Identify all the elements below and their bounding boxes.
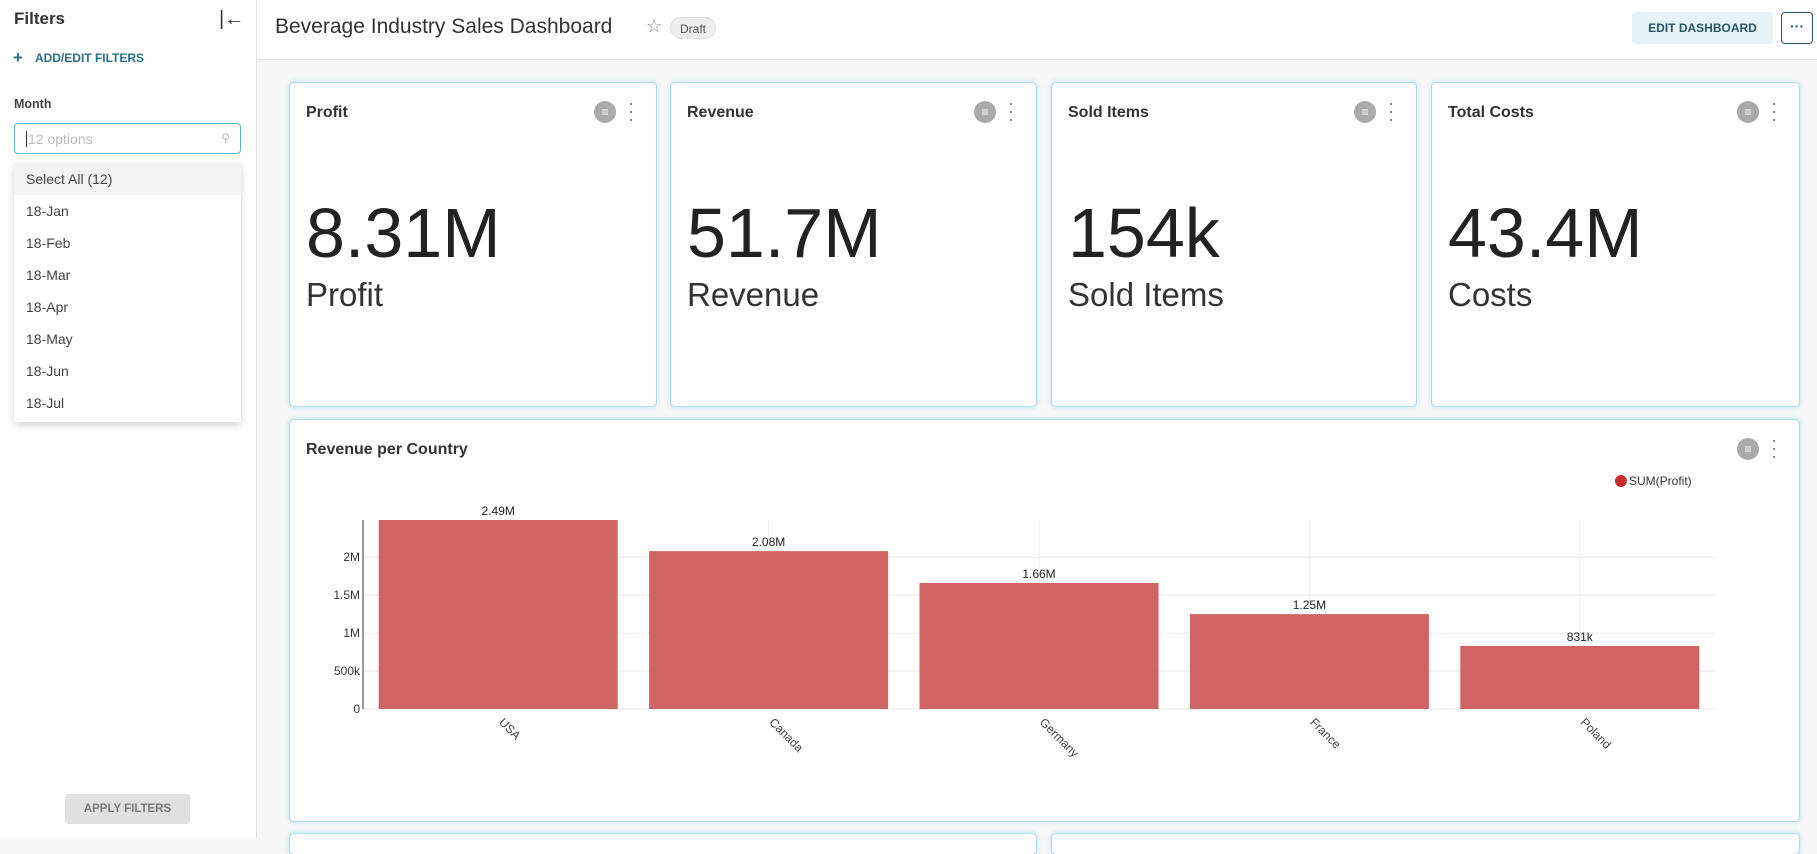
kpi-label: Revenue — [687, 276, 820, 313]
data-label: 1.66M — [1022, 567, 1055, 581]
card-title: Revenue — [687, 104, 754, 121]
kpi-value: 8.31M — [306, 194, 501, 272]
kebab-menu-icon[interactable]: · · · — [1008, 93, 1014, 129]
data-label: 831k — [1567, 630, 1594, 644]
dashboard-header: Beverage Industry Sales Dashboard ☆ Draf… — [258, 0, 1817, 60]
kebab-menu-icon[interactable]: · · · — [628, 93, 634, 129]
edit-dashboard-button[interactable]: EDIT DASHBOARD — [1632, 12, 1773, 44]
legend-marker — [1615, 475, 1627, 487]
filter-icon[interactable]: ≡ — [1737, 438, 1759, 460]
x-tick-label: France — [1307, 715, 1344, 752]
search-icon: ⚲ — [221, 131, 230, 145]
option-month[interactable]: 18-Mar — [26, 267, 71, 283]
month-filter-label: Month — [14, 97, 52, 111]
month-search-input[interactable] — [26, 130, 206, 147]
apply-filters-button[interactable]: APPLY FILTERS — [65, 794, 190, 824]
filter-icon[interactable]: ≡ — [1354, 101, 1376, 123]
y-tick-label: 0 — [353, 702, 360, 716]
bar-germany — [919, 583, 1159, 709]
bar-canada — [649, 551, 889, 709]
status-badge: Draft — [670, 17, 717, 39]
data-label: 1.25M — [1293, 598, 1326, 612]
kebab-menu-icon[interactable]: · · · — [1771, 430, 1777, 466]
card-title: Total Costs — [1448, 104, 1534, 121]
filters-title: Filters — [14, 9, 66, 28]
option-month[interactable]: 18-Jun — [26, 363, 69, 379]
filter-icon[interactable]: ≡ — [974, 101, 996, 123]
bar-usa — [378, 520, 618, 709]
kpi-label: Sold Items — [1068, 276, 1224, 313]
kpi-card-total-costs: Total Costs ≡ · · · 43.4M Costs — [1432, 83, 1799, 406]
dashboard-title: Beverage Industry Sales Dashboard — [275, 15, 613, 38]
kpi-card-profit: Profit ≡ · · · 8.31M Profit — [290, 83, 656, 406]
option-select-all[interactable]: Select All (12) — [14, 163, 241, 195]
add-edit-filters-button[interactable]: + ADD/EDIT FILTERS — [13, 48, 144, 68]
kebab-menu-icon[interactable]: · · · — [1771, 93, 1777, 129]
bar-france — [1189, 614, 1429, 709]
option-month[interactable]: 18-Apr — [26, 299, 69, 315]
bar-poland — [1460, 645, 1700, 709]
option-month[interactable]: 18-Feb — [26, 235, 71, 251]
data-label: 2.49M — [482, 504, 515, 518]
y-tick-label: 500k — [334, 664, 361, 678]
card-title: Profit — [306, 104, 348, 121]
data-label: 2.08M — [752, 535, 785, 549]
x-tick-label: Canada — [766, 715, 806, 755]
filter-icon[interactable]: ≡ — [1737, 101, 1759, 123]
x-tick-label: Germany — [1037, 715, 1082, 760]
filters-sidebar: Filters |← + ADD/EDIT FILTERS Month ⚲ Sel… — [0, 0, 257, 838]
legend-label: SUM(Profit) — [1629, 474, 1692, 488]
kpi-card-sold-items: Sold Items ≡ · · · 154k Sold Items — [1052, 83, 1416, 406]
month-search-field[interactable]: ⚲ — [14, 123, 241, 154]
y-tick-label: 1.5M — [333, 588, 360, 602]
kpi-card-revenue: Revenue ≡ · · · 51.7M Revenue — [671, 83, 1036, 406]
x-tick-label: USA — [496, 715, 523, 742]
star-icon[interactable]: ☆ — [646, 16, 663, 36]
kpi-value: 51.7M — [687, 194, 882, 272]
kpi-value: 154k — [1068, 194, 1220, 272]
y-tick-label: 2M — [343, 550, 360, 564]
more-options-button[interactable]: ··· — [1781, 12, 1813, 44]
kebab-menu-icon[interactable]: · · · — [1388, 93, 1394, 129]
kpi-label: Costs — [1448, 276, 1533, 313]
kpi-value: 43.4M — [1448, 194, 1643, 272]
option-month[interactable]: 18-Jan — [26, 203, 69, 219]
filter-icon[interactable]: ≡ — [594, 101, 616, 123]
add-filters-label: ADD/EDIT FILTERS — [34, 51, 145, 65]
month-options-dropdown: Select All (12) 18-Jan 18-Feb 18-Mar 18-… — [14, 163, 241, 422]
x-tick-label: Poland — [1578, 715, 1614, 751]
y-tick-label: 1M — [343, 626, 360, 640]
option-month[interactable]: 18-Jul — [26, 395, 65, 411]
collapse-sidebar-icon[interactable]: |← — [219, 8, 245, 30]
option-month[interactable]: 18-May — [26, 331, 73, 347]
plus-icon: + — [13, 48, 23, 67]
card-title: Sold Items — [1068, 104, 1149, 121]
kpi-label: Profit — [306, 276, 384, 313]
chart-title: Revenue per Country — [306, 441, 468, 458]
